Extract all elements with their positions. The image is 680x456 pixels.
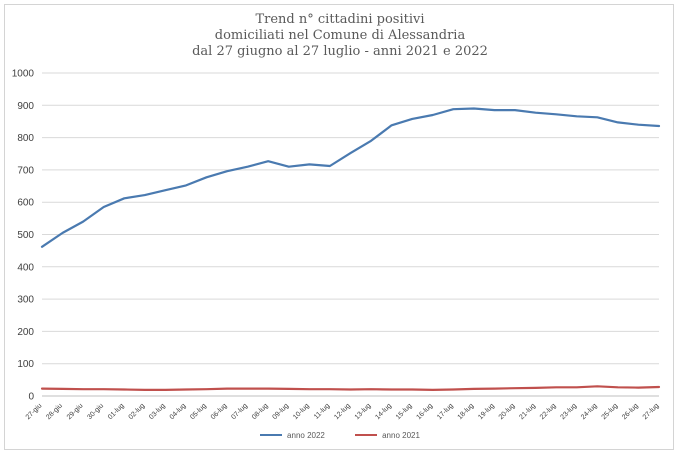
x-tick-label: 12-lug: [333, 402, 352, 421]
x-tick-label: 04-lug: [169, 402, 188, 421]
y-tick-label: 400: [17, 262, 34, 273]
x-tick-label: 01-lug: [107, 402, 126, 421]
series-line-anno-2022: [40, 107, 661, 248]
x-tick-label: 07-lug: [230, 402, 249, 421]
y-tick-label: 300: [17, 295, 34, 306]
x-tick-label: 21-lug: [518, 402, 537, 421]
x-tick-label: 05-lug: [189, 402, 208, 421]
x-tick-label: 17-lug: [436, 402, 455, 421]
chart-frame: [4, 4, 674, 450]
y-tick-label: 700: [17, 165, 34, 176]
x-tick-label: 13-lug: [354, 402, 373, 421]
legend-swatch-2022: [260, 434, 283, 436]
x-tick-label: 11-lug: [313, 402, 331, 420]
x-tick-label: 29-giu: [66, 402, 85, 421]
x-tick-label: 25-lug: [601, 402, 620, 421]
x-tick-label: 28-giu: [45, 402, 64, 421]
x-tick-label: 16-lug: [415, 402, 434, 421]
x-tick-label: 02-lug: [128, 402, 147, 421]
x-tick-label: 09-lug: [271, 402, 290, 421]
x-tick-label: 27-lug: [642, 402, 661, 421]
y-tick-label: 200: [17, 327, 34, 338]
y-tick-label: 900: [17, 101, 34, 112]
chart-title-line-3: dal 27 giugno al 27 luglio - anni 2021 e…: [192, 44, 488, 59]
x-tick-label: 08-lug: [251, 402, 270, 421]
legend-label-2022: anno 2022: [287, 430, 325, 440]
x-tick-label: 06-lug: [210, 402, 229, 421]
y-tick-label: 500: [17, 230, 34, 241]
legend-label-2021: anno 2021: [382, 430, 420, 440]
y-tick-label: 0: [28, 392, 34, 403]
x-tick-label: 20-lug: [498, 402, 517, 421]
legend-item-2021: anno 2021: [355, 431, 420, 440]
y-tick-label: 600: [17, 198, 34, 209]
chart-title-line-2: domiciliati nel Comune di Alessandria: [214, 28, 466, 43]
x-tick-label: 18-lug: [457, 402, 476, 421]
chart-title: Trend n° cittadini positivi domiciliati …: [0, 12, 680, 60]
x-tick-label: 03-lug: [148, 402, 167, 421]
legend-item-2022: anno 2022: [260, 431, 325, 440]
x-tick-label: 26-lug: [621, 402, 640, 421]
x-tick-label: 10-lug: [292, 402, 311, 421]
x-tick-label: 14-lug: [374, 402, 393, 421]
x-tick-label: 19-lug: [477, 402, 496, 421]
legend-swatch-2021: [355, 434, 378, 436]
x-tick-label: 27-giu: [25, 402, 44, 421]
x-tick-label: 23-lug: [559, 402, 578, 421]
y-tick-label: 800: [17, 133, 34, 144]
y-tick-label: 100: [17, 359, 34, 370]
y-tick-label: 1000: [12, 69, 35, 80]
x-tick-label: 22-lug: [539, 402, 558, 421]
x-tick-label: 15-lug: [395, 402, 414, 421]
chart-legend: anno 2022 anno 2021: [0, 429, 680, 440]
x-tick-label: 24-lug: [580, 402, 599, 421]
chart-title-line-1: Trend n° cittadini positivi: [255, 12, 425, 27]
series-line-anno-2021: [40, 385, 661, 391]
x-tick-label: 30-giu: [86, 402, 105, 421]
